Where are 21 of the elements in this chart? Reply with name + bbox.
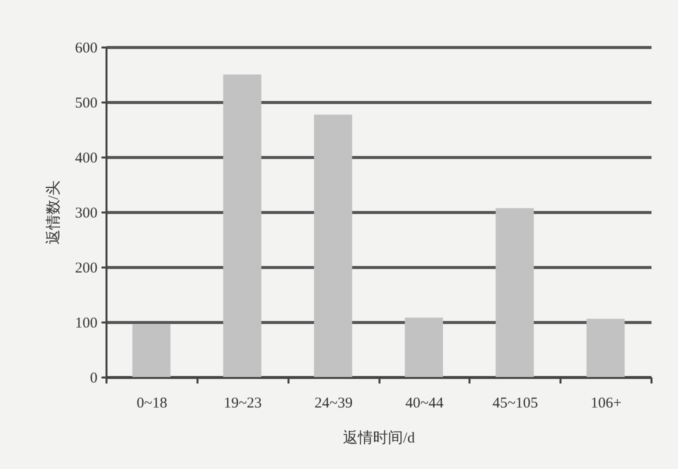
y-tick-label: 300	[75, 206, 98, 222]
y-tick-label: 600	[75, 40, 98, 56]
bar	[586, 318, 625, 377]
y-tick-label: 400	[75, 150, 98, 166]
x-tick-label: 45~105	[492, 396, 538, 412]
bar	[223, 74, 262, 377]
bar	[404, 318, 443, 377]
y-tick-label: 0	[90, 370, 98, 386]
x-tick-label: 24~39	[314, 396, 353, 412]
x-tick-label: 19~23	[224, 396, 262, 412]
x-tick-label: 40~44	[405, 396, 444, 412]
x-tick-label: 106+	[590, 396, 622, 412]
y-axis-title: 返情数/头	[45, 180, 62, 245]
bar	[314, 114, 352, 377]
y-tick-label: 500	[75, 96, 98, 112]
y-tick-label: 200	[75, 260, 98, 276]
x-tick-label: 0~18	[136, 396, 168, 412]
bar	[496, 208, 534, 377]
x-axis-title: 返情时间/d	[343, 430, 416, 446]
bar	[132, 324, 170, 377]
y-tick-label: 100	[75, 316, 98, 332]
